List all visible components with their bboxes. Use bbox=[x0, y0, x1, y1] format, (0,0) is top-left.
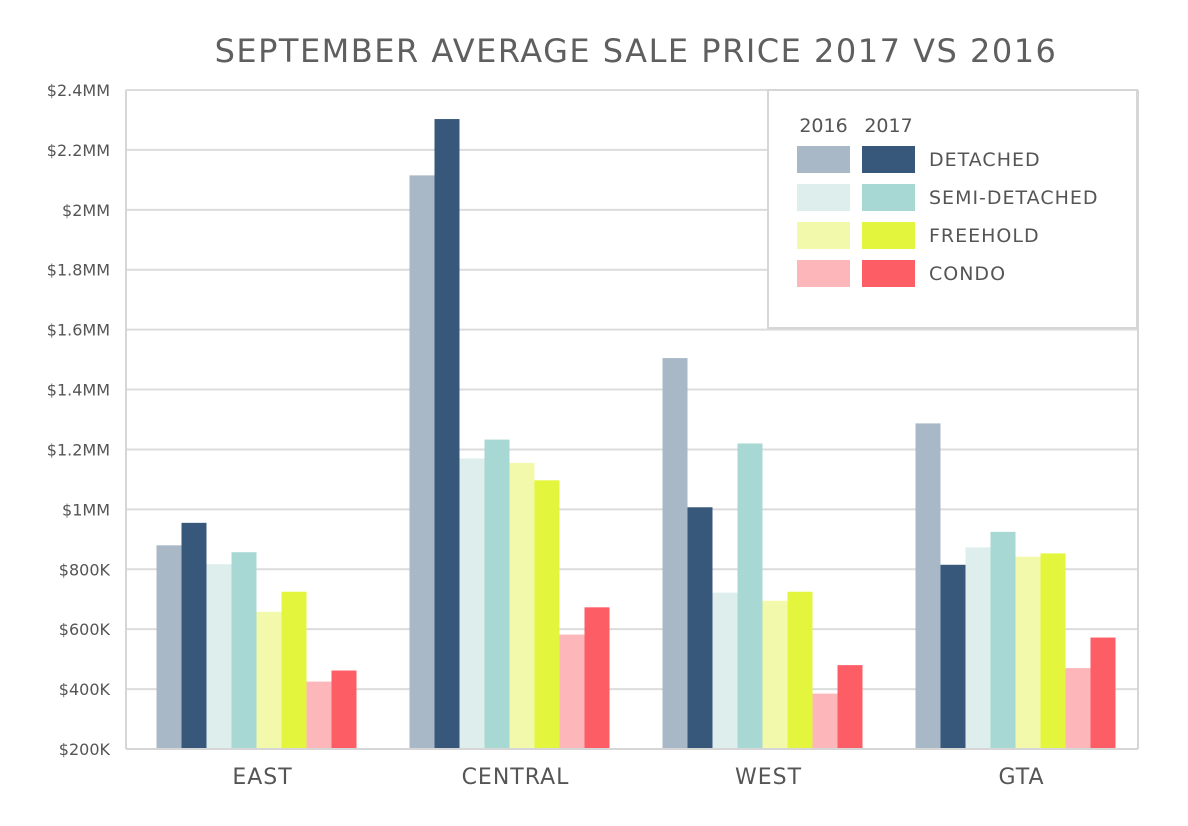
bar-gta-freehold-2017 bbox=[1040, 553, 1066, 749]
legend-year-2017: 2017 bbox=[864, 115, 912, 137]
y-tick-label: $800K bbox=[59, 560, 111, 579]
legend-swatch-detached-2016 bbox=[797, 146, 850, 173]
y-tick-label: $200K bbox=[59, 740, 111, 759]
bars bbox=[156, 119, 1116, 749]
bar-gta-detached-2016 bbox=[915, 423, 941, 749]
bar-east-freehold-2017 bbox=[281, 591, 307, 749]
legend-swatch-semi-detached-2017 bbox=[862, 184, 915, 211]
x-category-label-east: EAST bbox=[232, 765, 292, 790]
bar-central-condo-2017 bbox=[584, 607, 610, 749]
bar-central-semi-detached-2016 bbox=[459, 458, 485, 749]
bar-gta-detached-2017 bbox=[940, 564, 966, 749]
y-tick-label: $2.2MM bbox=[47, 141, 110, 160]
x-axis-category-labels: EAST CENTRAL WEST GTA bbox=[232, 765, 1044, 790]
bar-central-semi-detached-2017 bbox=[484, 439, 510, 749]
chart-title: SEPTEMBER AVERAGE SALE PRICE 2017 VS 201… bbox=[215, 32, 1058, 70]
bar-east-detached-2017 bbox=[181, 522, 207, 749]
bar-west-condo-2016 bbox=[812, 693, 838, 749]
bar-central-detached-2016 bbox=[409, 175, 435, 749]
x-category-label-west: WEST bbox=[735, 765, 802, 790]
legend-swatch-detached-2017 bbox=[862, 146, 915, 173]
x-category-label-gta: GTA bbox=[998, 765, 1044, 790]
bar-gta-condo-2016 bbox=[1065, 668, 1091, 749]
y-tick-label: $2.4MM bbox=[47, 81, 110, 100]
y-tick-label: $400K bbox=[59, 680, 111, 699]
legend: 2016 2017 DETACHED SEMI-DETACHED FREEHOLD CON… bbox=[767, 89, 1138, 329]
bar-central-freehold-2016 bbox=[509, 462, 535, 749]
bar-west-detached-2017 bbox=[687, 507, 713, 749]
bar-gta-semi-detached-2016 bbox=[965, 547, 991, 749]
bar-central-detached-2017 bbox=[434, 119, 460, 749]
bar-east-condo-2017 bbox=[331, 670, 357, 749]
bar-gta-condo-2017 bbox=[1090, 637, 1116, 749]
legend-swatch-semi-detached-2016 bbox=[797, 184, 850, 211]
bar-east-condo-2016 bbox=[306, 681, 332, 749]
bar-east-semi-detached-2017 bbox=[231, 552, 257, 749]
y-axis-tick-labels: $200K $400K $600K $800K $1MM $1.2MM $1.4MM $1.6… bbox=[47, 81, 111, 759]
legend-swatch-freehold-2016 bbox=[797, 222, 850, 249]
y-tick-label: $1.6MM bbox=[47, 321, 110, 340]
legend-swatch-freehold-2017 bbox=[862, 222, 915, 249]
bar-west-semi-detached-2017 bbox=[737, 443, 763, 749]
bar-west-semi-detached-2016 bbox=[712, 592, 738, 749]
y-tick-label: $1.8MM bbox=[47, 261, 110, 280]
bar-east-detached-2016 bbox=[156, 545, 182, 749]
y-tick-label: $1.4MM bbox=[47, 381, 110, 400]
bar-east-semi-detached-2016 bbox=[206, 564, 232, 749]
bar-gta-freehold-2016 bbox=[1015, 556, 1041, 749]
y-tick-label: $2MM bbox=[62, 201, 110, 220]
y-tick-label: $1.2MM bbox=[47, 440, 110, 459]
bar-central-condo-2016 bbox=[559, 634, 585, 749]
legend-year-2016: 2016 bbox=[799, 115, 847, 137]
bar-west-freehold-2016 bbox=[762, 600, 788, 749]
legend-label-detached: DETACHED bbox=[929, 149, 1041, 171]
y-tick-label: $1MM bbox=[62, 500, 110, 519]
y-tick-label: $600K bbox=[59, 620, 111, 639]
bar-west-condo-2017 bbox=[837, 665, 863, 749]
legend-label-condo: CONDO bbox=[929, 263, 1006, 285]
bar-west-detached-2016 bbox=[662, 358, 688, 749]
legend-swatch-condo-2016 bbox=[797, 260, 850, 287]
bar-gta-semi-detached-2017 bbox=[990, 531, 1016, 749]
bar-east-freehold-2016 bbox=[256, 611, 282, 749]
x-category-label-central: CENTRAL bbox=[462, 765, 570, 790]
bar-west-freehold-2017 bbox=[787, 591, 813, 749]
legend-swatch-condo-2017 bbox=[862, 260, 915, 287]
legend-label-freehold: FREEHOLD bbox=[929, 225, 1040, 247]
legend-label-semi-detached: SEMI-DETACHED bbox=[929, 187, 1099, 209]
bar-central-freehold-2017 bbox=[534, 480, 560, 749]
